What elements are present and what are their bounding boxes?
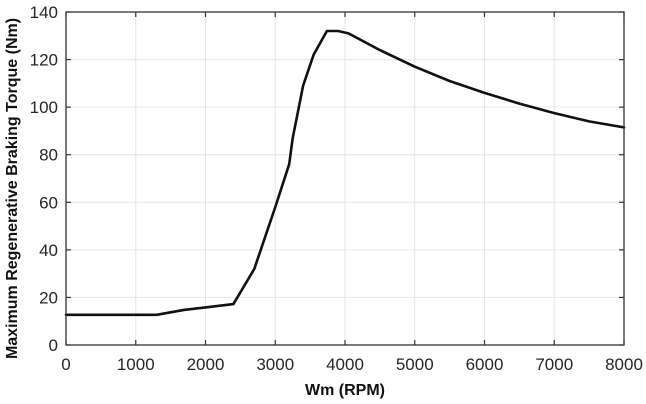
- x-tick-label: 3000: [256, 355, 294, 374]
- y-axis-ticks: 0 20 40 60 80 100 120 140: [30, 3, 624, 355]
- y-tick-label: 0: [49, 336, 58, 355]
- y-tick-label: 100: [30, 98, 58, 117]
- x-tick-label: 7000: [535, 355, 573, 374]
- y-tick-label: 60: [39, 193, 58, 212]
- x-axis-ticks: 0 1000 2000 3000 4000 5000 6000 7000 8000: [61, 12, 643, 374]
- y-tick-label: 80: [39, 146, 58, 165]
- x-tick-label: 1000: [117, 355, 155, 374]
- x-tick-label: 6000: [466, 355, 504, 374]
- x-tick-label: 0: [61, 355, 70, 374]
- x-tick-label: 5000: [396, 355, 434, 374]
- x-tick-label: 8000: [605, 355, 643, 374]
- x-tick-label: 4000: [326, 355, 364, 374]
- x-axis-title: Wm (RPM): [305, 382, 385, 399]
- y-tick-label: 40: [39, 241, 58, 260]
- y-axis-title: Maximum Regenerative Braking Torque (Nm): [4, 18, 21, 359]
- y-tick-label: 140: [30, 3, 58, 22]
- y-tick-label: 20: [39, 288, 58, 307]
- x-tick-label: 2000: [187, 355, 225, 374]
- torque-curve: [64, 29, 626, 317]
- grid-lines: [65, 11, 625, 346]
- plot-area: [64, 29, 626, 317]
- y-tick-label: 120: [30, 51, 58, 70]
